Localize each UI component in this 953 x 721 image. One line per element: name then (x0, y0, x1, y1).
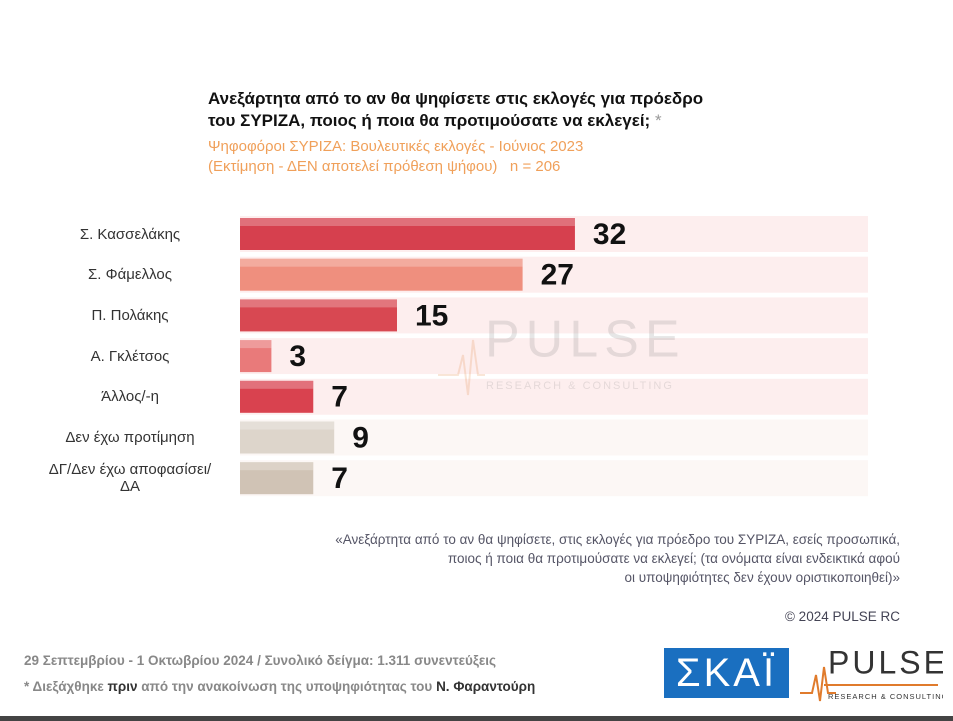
copyright: © 2024 PULSE RC (784, 609, 900, 624)
bar-track (240, 378, 868, 415)
logo-subtext: RESEARCH & CONSULTING (828, 692, 943, 701)
bar-shine (240, 462, 314, 471)
footer-note: * Διεξάχθηκε πριν από την ανακοίνωση της… (24, 679, 535, 694)
subtitle-line: (Εκτίμηση - ΔΕΝ αποτελεί πρόθεση ψήφου) … (208, 158, 561, 175)
bar-shine (240, 218, 575, 226)
bar-shine (240, 340, 272, 349)
bar-shine (240, 421, 335, 430)
value-label: 7 (331, 381, 348, 414)
bar-track (240, 338, 868, 375)
watermark-subtext: RESEARCH & CONSULTING (486, 380, 674, 392)
skai-logo: ΣΚΑΪ (664, 648, 789, 698)
note-part: πριν (107, 679, 138, 694)
watermark: PULSE RESEARCH & CONSULTING (438, 311, 686, 396)
bar (240, 380, 314, 413)
subtitle: Ψηφοφόροι ΣΥΡΙΖΑ: Βουλευτικές εκλογές - … (208, 137, 583, 177)
title-line: του ΣΥΡΙΖΑ, ποιος ή ποια θα προτιμούσατε… (208, 110, 703, 132)
watermark-text: PULSE (485, 311, 686, 369)
bar (240, 340, 272, 373)
category-label: Σ. Φάμελλος (88, 266, 172, 284)
question-note: «Ανεξάρτητα από το αν θα ψηφίσετε, στις … (335, 530, 900, 587)
bar-shine (240, 299, 397, 308)
note-part: Ν. Φαραντούρη (436, 679, 536, 694)
value-label: 27 (541, 259, 574, 292)
bar (240, 299, 397, 332)
subtitle-line: Ψηφοφόροι ΣΥΡΙΖΑ: Βουλευτικές εκλογές - … (208, 138, 584, 155)
title-line: Ανεξάρτητα από το αν θα ψηφίσετε στις εκ… (208, 89, 704, 108)
bottom-rule (0, 716, 953, 721)
category-label: ΔΓ/Δεν έχω αποφασίσει/ΔΑ (48, 461, 212, 496)
note-part: από την ανακοίνωση της υποψηφιότητας του (141, 679, 433, 694)
value-label: 15 (415, 299, 448, 332)
footer-note: 29 Σεπτεμβρίου - 1 Οκτωβρίου 2024 / Συνο… (24, 653, 497, 668)
bar-shine (240, 258, 523, 267)
note-line: οι υποψηφιότητες δεν έχουν οριστικοποιηθ… (624, 570, 900, 585)
note-part: * Διεξάχθηκε (24, 679, 104, 694)
bar (240, 462, 314, 495)
category-label: Α. Γκλέτσος (90, 347, 170, 365)
title-text: του ΣΥΡΙΖΑ, ποιος ή ποια θα προτιμούσατε… (208, 111, 651, 130)
value-label: 7 (331, 462, 348, 495)
category-label: Σ. Κασσελάκης (79, 225, 181, 243)
bar-track (240, 419, 868, 456)
value-label: 9 (352, 421, 369, 454)
title-star: * (654, 111, 662, 130)
category-label: Δεν έχω προτίμηση (65, 429, 195, 446)
category-label: Άλλος/-η (101, 388, 159, 406)
bar (240, 421, 335, 454)
note-line: ποιος ή ποια θα προτιμούσατε να εκλεγεί;… (447, 551, 900, 566)
category-label: Π. Πολάκης (91, 306, 169, 324)
chart-title: Ανεξάρτητα από το αν θα ψηφίσετε στις εκ… (208, 88, 703, 132)
pulse-logo: PULSE RESEARCH & CONSULTING (800, 645, 943, 702)
bar (240, 218, 575, 250)
note-line: «Ανεξάρτητα από το αν θα ψηφίσετε, στις … (335, 532, 900, 547)
logo-text: PULSE (828, 645, 943, 680)
bar (240, 258, 523, 291)
value-label: 32 (593, 218, 626, 251)
bar-shine (240, 380, 314, 389)
value-label: 3 (289, 340, 306, 373)
bar-track (240, 460, 868, 497)
